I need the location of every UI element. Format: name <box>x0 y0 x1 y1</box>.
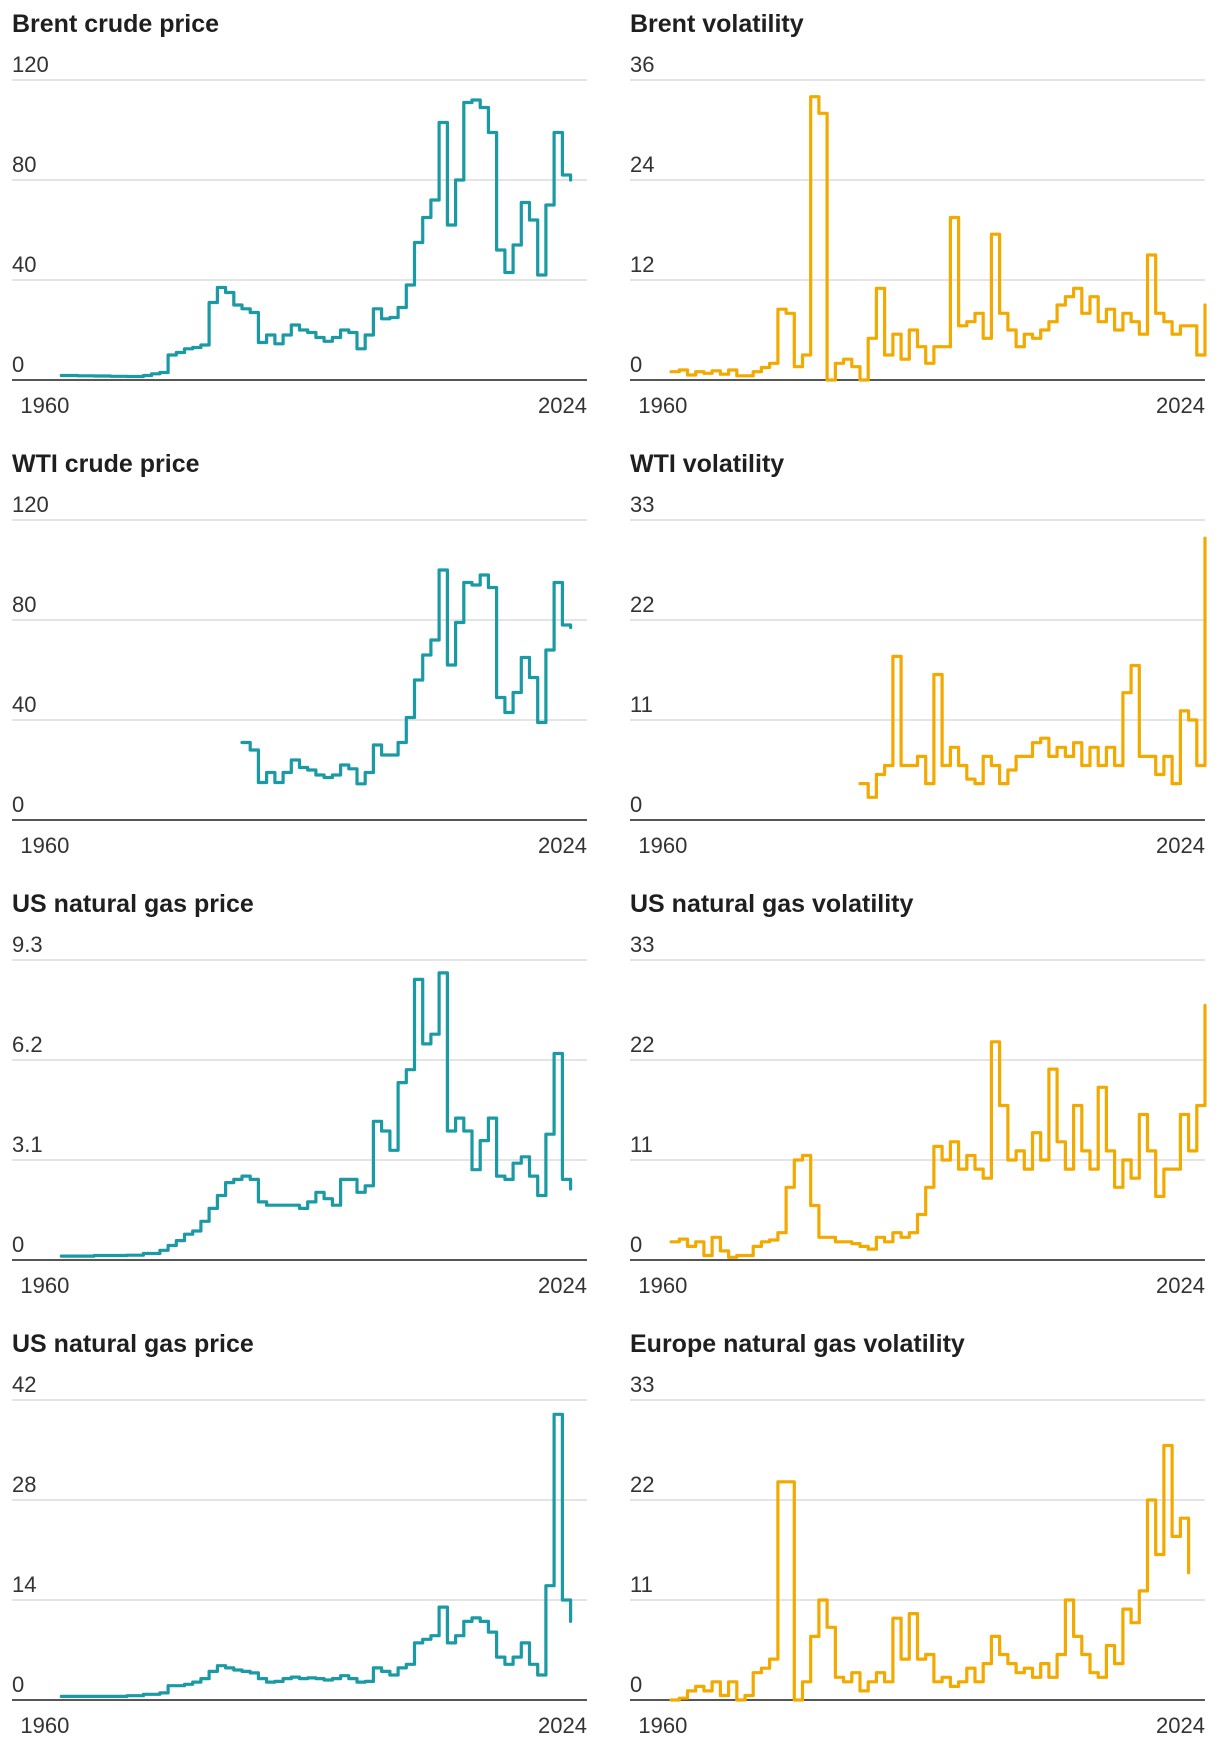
y-tick-label: 40 <box>12 692 36 717</box>
y-tick-label: 28 <box>12 1472 36 1497</box>
y-tick-label: 3.1 <box>12 1132 43 1157</box>
x-tick-label: 1960 <box>20 833 69 858</box>
x-tick-label: 1960 <box>638 833 687 858</box>
x-tick-label: 2024 <box>1156 393 1205 418</box>
y-tick-label: 0 <box>630 1232 642 1257</box>
chart-title: WTI crude price <box>12 450 200 478</box>
y-tick-label: 11 <box>630 1132 653 1157</box>
y-tick-label: 80 <box>12 592 36 617</box>
y-tick-label: 40 <box>12 252 36 277</box>
chart-title: Europe natural gas volatility <box>630 1330 965 1358</box>
chart-title: US natural gas price <box>12 1330 254 1358</box>
y-tick-label: 12 <box>630 252 654 277</box>
chart-svg: 0 11 22 33 1960 2024 <box>630 1372 1205 1738</box>
chart-panel: US natural gas price 0 14 28 42 1960 2024 <box>12 1320 602 1760</box>
y-tick-label: 33 <box>630 492 654 517</box>
y-tick-label: 33 <box>630 1372 654 1397</box>
chart-panel: US natural gas price 0 3.1 6.2 9.3 1960 2024 <box>12 880 602 1320</box>
chart-title: Brent crude price <box>12 10 220 38</box>
x-tick-label: 2024 <box>538 1273 587 1298</box>
x-tick-label: 2024 <box>1156 833 1205 858</box>
x-tick-label: 1960 <box>20 1273 69 1298</box>
y-tick-label: 0 <box>630 1672 642 1697</box>
series-line <box>669 1443 1191 1702</box>
chart-svg: 0 11 22 33 1960 2024 <box>630 932 1207 1298</box>
chart-panel: WTI crude price 0 40 80 120 1960 2024 <box>12 440 602 880</box>
x-tick-label: 2024 <box>1156 1273 1205 1298</box>
chart-panel: US natural gas volatility 0 11 22 33 1960 202… <box>630 880 1220 1320</box>
y-tick-label: 9.3 <box>12 932 43 957</box>
chart-panel: Brent volatility 0 12 24 36 1960 2024 <box>630 0 1220 440</box>
chart-svg: 0 11 22 33 1960 2024 <box>630 492 1207 858</box>
chart-title: US natural gas volatility <box>630 890 914 918</box>
y-tick-label: 22 <box>630 1032 654 1057</box>
series-line <box>669 95 1207 382</box>
y-tick-label: 14 <box>12 1572 36 1597</box>
y-tick-label: 33 <box>630 932 654 957</box>
y-tick-label: 0 <box>12 1672 24 1697</box>
chart-title: Brent volatility <box>630 10 804 38</box>
x-tick-label: 2024 <box>538 393 587 418</box>
x-tick-label: 1960 <box>20 393 69 418</box>
series-line <box>240 568 573 786</box>
y-tick-label: 0 <box>630 792 642 817</box>
x-tick-label: 2024 <box>538 1713 587 1738</box>
y-tick-label: 36 <box>630 52 654 77</box>
y-tick-label: 11 <box>630 692 653 717</box>
chart-title: WTI volatility <box>630 450 785 478</box>
y-tick-label: 0 <box>630 352 642 377</box>
y-tick-label: 120 <box>12 492 49 517</box>
y-tick-label: 22 <box>630 592 654 617</box>
series-line <box>59 1412 573 1698</box>
chart-svg: 0 40 80 120 1960 2024 <box>12 492 587 858</box>
y-tick-label: 0 <box>12 792 24 817</box>
chart-panel: WTI volatility 0 11 22 33 1960 2024 <box>630 440 1220 880</box>
y-tick-label: 80 <box>12 152 36 177</box>
chart-svg: 0 3.1 6.2 9.3 1960 2024 <box>12 932 587 1298</box>
x-tick-label: 1960 <box>20 1713 69 1738</box>
y-tick-label: 120 <box>12 52 49 77</box>
x-tick-label: 2024 <box>538 833 587 858</box>
series-line <box>59 971 573 1258</box>
x-tick-label: 1960 <box>638 1713 687 1738</box>
chart-svg: 0 12 24 36 1960 2024 <box>630 52 1207 418</box>
y-tick-label: 0 <box>12 1232 24 1257</box>
y-tick-label: 22 <box>630 1472 654 1497</box>
x-tick-label: 1960 <box>638 1273 687 1298</box>
series-line <box>858 536 1207 799</box>
x-tick-label: 2024 <box>1156 1713 1205 1738</box>
chart-panel: Brent crude price 0 40 80 120 1960 2024 <box>12 0 602 440</box>
y-tick-label: 6.2 <box>12 1032 43 1057</box>
x-tick-label: 1960 <box>638 393 687 418</box>
series-line <box>669 1003 1207 1259</box>
y-tick-label: 24 <box>630 152 654 177</box>
series-line <box>59 98 573 379</box>
y-tick-label: 42 <box>12 1372 36 1397</box>
y-tick-label: 0 <box>12 352 24 377</box>
chart-svg: 0 40 80 120 1960 2024 <box>12 52 587 418</box>
chart-svg: 0 14 28 42 1960 2024 <box>12 1372 587 1738</box>
chart-panel: Europe natural gas volatility 0 11 22 33 196… <box>630 1320 1220 1760</box>
y-tick-label: 11 <box>630 1572 653 1597</box>
chart-title: US natural gas price <box>12 890 254 918</box>
